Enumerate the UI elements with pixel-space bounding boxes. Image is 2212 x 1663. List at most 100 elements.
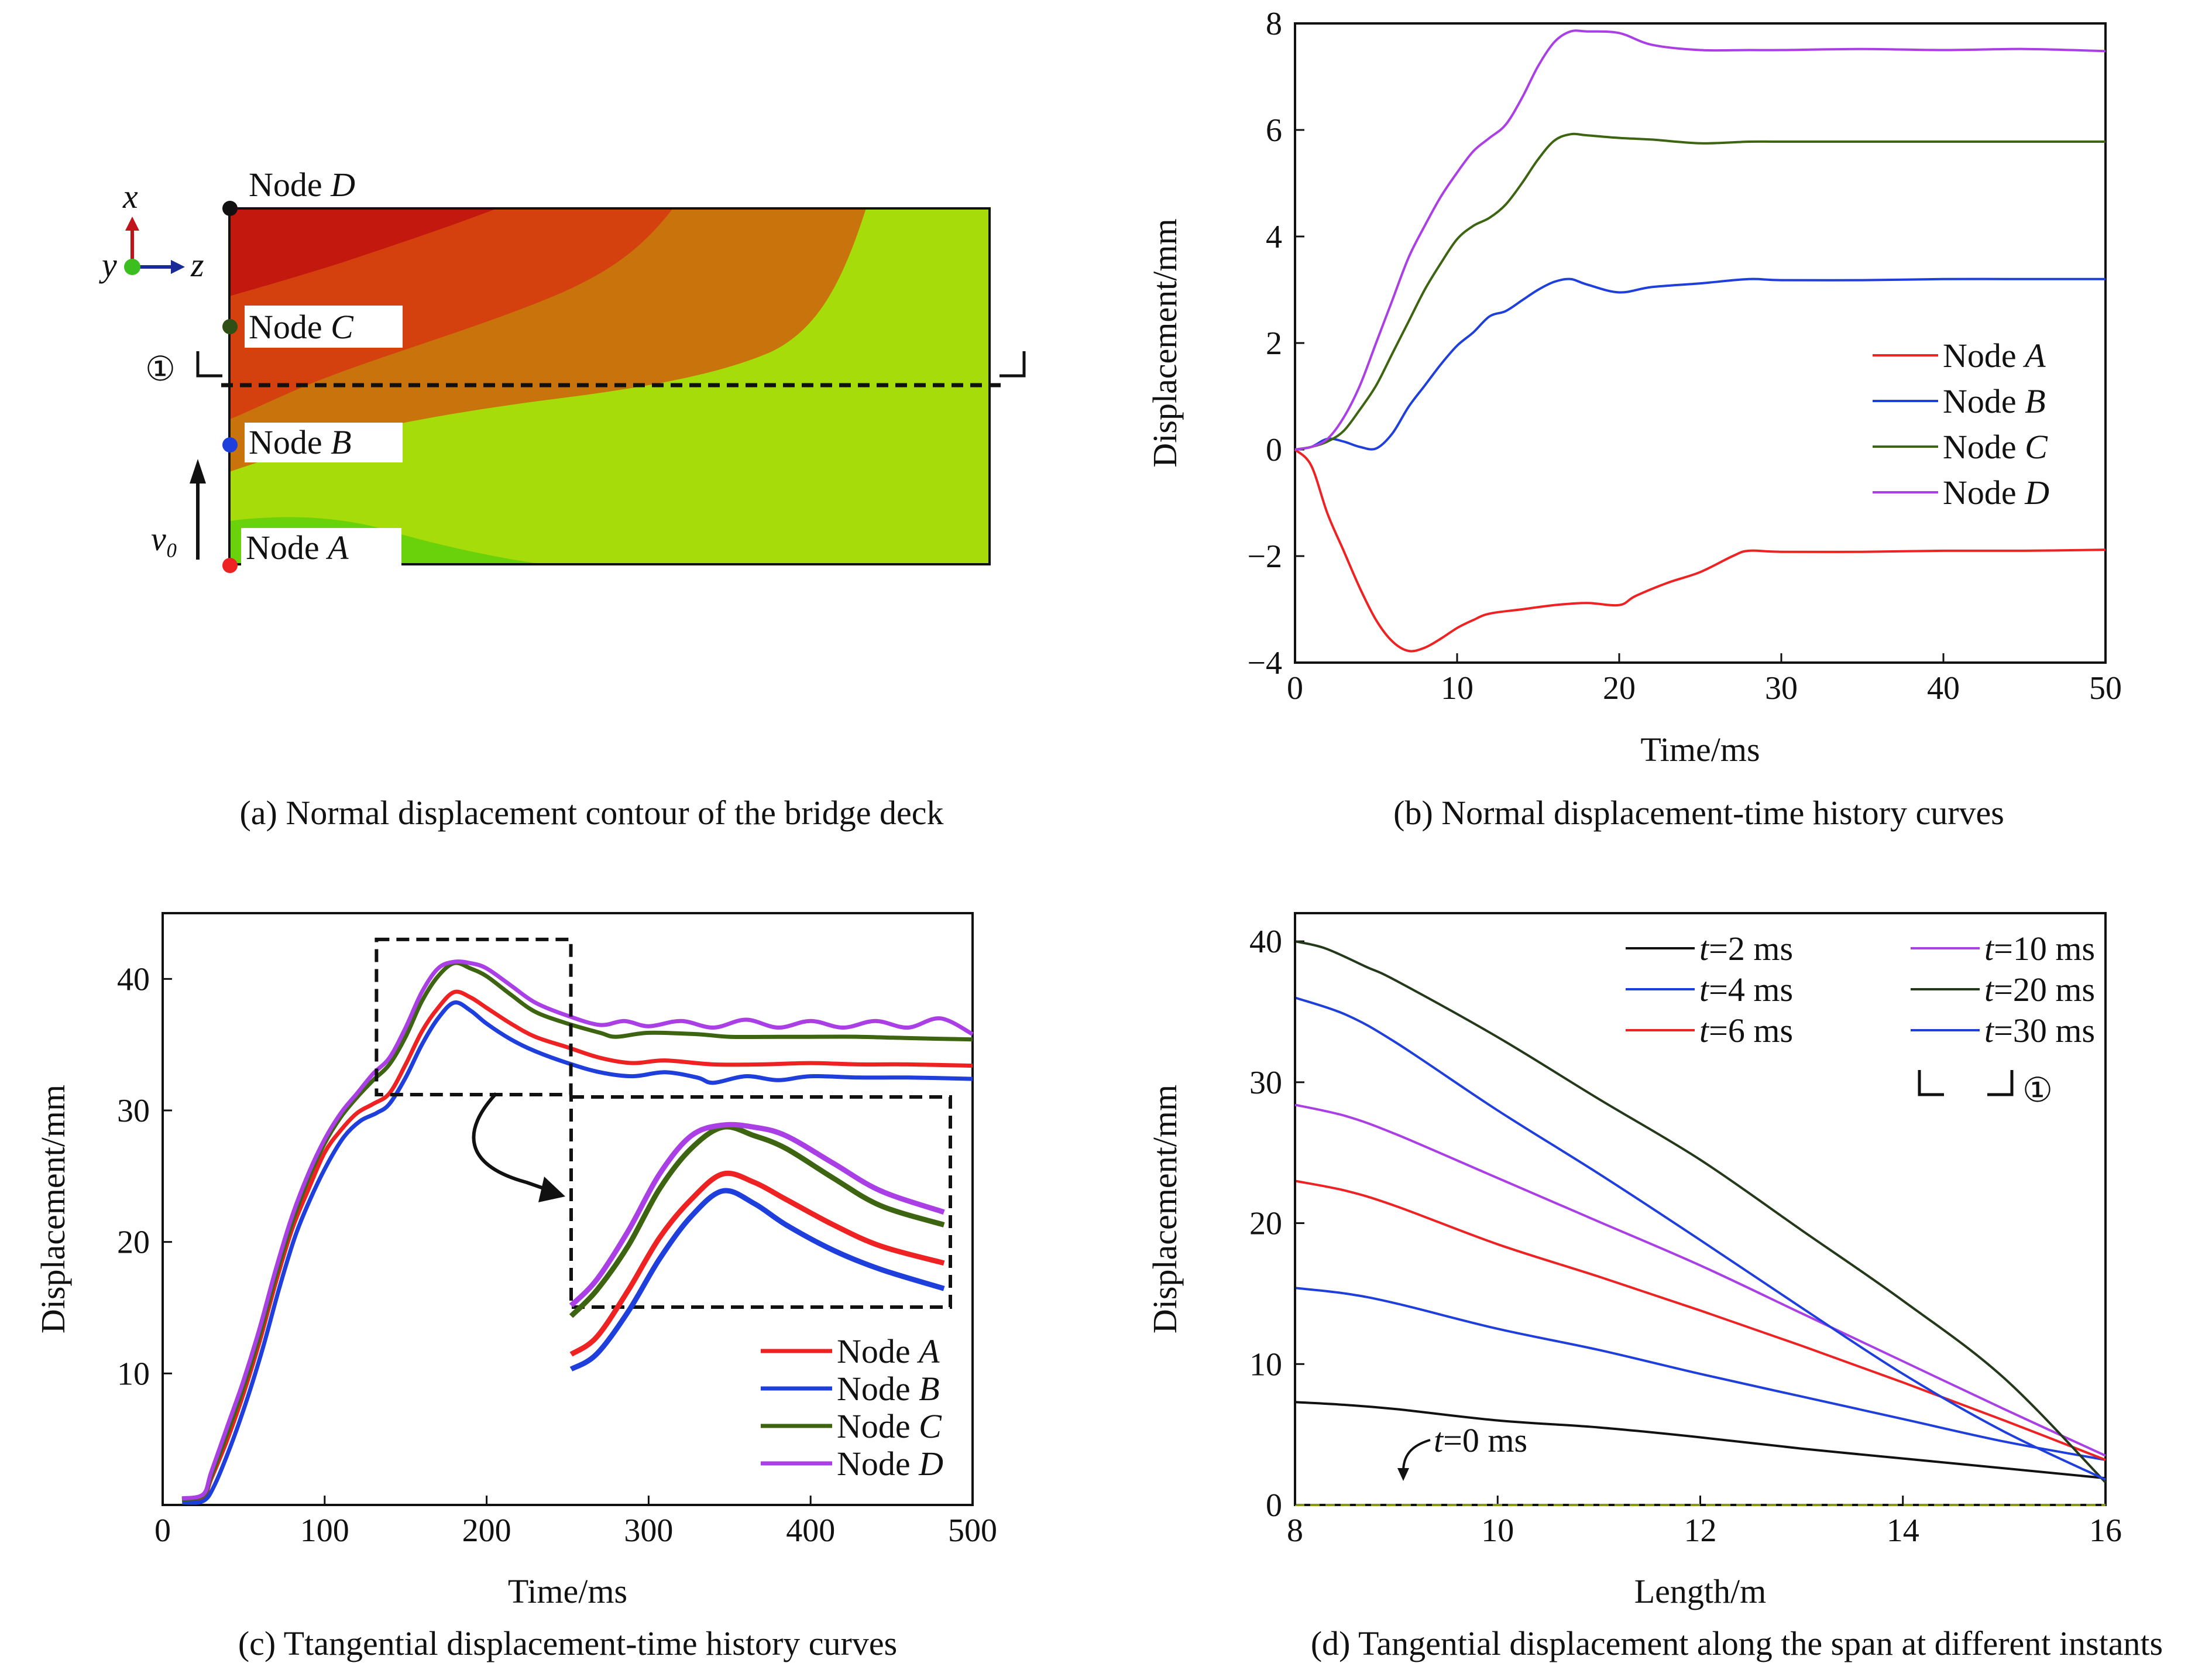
x-tick-label: 500 — [948, 1513, 997, 1549]
y-tick-label: 20 — [1249, 1206, 1282, 1242]
legend-rest: =2 ms — [1709, 930, 1793, 968]
y-axis-label: Displacement/mm — [34, 1085, 72, 1333]
velocity-label: v₀ — [151, 520, 178, 558]
t0-annotation-italic: t — [1434, 1421, 1444, 1459]
legend-prefix: Node — [837, 1407, 919, 1445]
node-d-marker — [222, 201, 238, 216]
legend-rest: =30 ms — [1994, 1011, 2095, 1050]
zoom-arrow — [472, 1092, 551, 1192]
panel-a-contour: Node D Node C Node B Node A ① x y z v₀ — [99, 166, 1026, 832]
legend-italic: t — [1699, 1011, 1710, 1050]
y-tick-label: 40 — [1249, 924, 1282, 960]
series-line-node-b — [181, 1000, 973, 1505]
panel-b-chart: 0 10 20 30 40 50 −4 −2 0 2 4 6 8 Time/ms Displacement/… — [1146, 6, 2122, 832]
legend-entry-label: Node B — [1943, 382, 2046, 420]
axis-y-label: y — [99, 246, 117, 284]
legend-letter: B — [2025, 382, 2045, 420]
section-mark-label: ① — [145, 350, 176, 388]
x-tick-label: 0 — [154, 1513, 171, 1549]
node-c-label: Node C — [249, 308, 354, 346]
series-line-t-6-ms — [1294, 1179, 2106, 1461]
x-tick-label: 200 — [462, 1513, 511, 1549]
node-b-label: Node B — [249, 423, 352, 461]
legend-entry-label: Node D — [837, 1445, 943, 1483]
x-tick-label: 400 — [786, 1513, 835, 1549]
node-b-marker — [222, 437, 238, 452]
axis-z-label: z — [190, 246, 204, 284]
y-tick-label: 40 — [117, 961, 150, 997]
series-line-node-d — [1294, 29, 2106, 451]
y-axis-label: Displacement/mm — [1146, 1085, 1184, 1333]
t0-annotation-arrow — [1402, 1439, 1431, 1472]
y-tick-label: −4 — [1247, 645, 1282, 681]
legend-rest: =4 ms — [1709, 971, 1793, 1009]
y-tick-label: 10 — [117, 1356, 150, 1392]
node-c-marker — [222, 319, 238, 334]
legend-letter: A — [2022, 337, 2046, 375]
panel-a-caption: (a) Normal displacement contour of the b… — [239, 794, 943, 832]
x-tick-label: 8 — [1287, 1513, 1303, 1549]
y-tick-label: −2 — [1247, 539, 1282, 575]
inset-series-line — [569, 1170, 945, 1357]
y-tick-label: 0 — [1266, 1487, 1282, 1524]
t0-annotation-rest: =0 ms — [1443, 1421, 1527, 1459]
node-a-marker — [222, 558, 238, 573]
x-tick-label: 20 — [1603, 670, 1636, 707]
legend-entry-label: t=2 ms — [1699, 930, 1793, 968]
zoom-region-box — [375, 937, 573, 1097]
x-axis-label: Time/ms — [508, 1572, 627, 1610]
legend-letter: A — [916, 1332, 940, 1370]
legend-italic: t — [1699, 971, 1710, 1009]
x-axis-label: Time/ms — [1640, 731, 1760, 769]
panel-caption: (c) Ttangential displacement-time histor… — [238, 1624, 897, 1662]
legend-entry-label: t=6 ms — [1699, 1011, 1793, 1050]
x-tick-label: 40 — [1927, 670, 1960, 707]
node-a-label-box — [241, 528, 401, 568]
series-line-t-2-ms — [1294, 1401, 2106, 1480]
section-mark-right — [999, 351, 1026, 378]
axis-x-label: x — [122, 177, 138, 215]
legend-prefix: Node — [1943, 337, 2025, 375]
x-tick-label: 14 — [1887, 1513, 1919, 1549]
x-tick-label: 300 — [624, 1513, 673, 1549]
inset-series-line — [569, 1188, 945, 1372]
inset-series-line — [569, 1122, 945, 1308]
y-tick-label: 6 — [1266, 112, 1282, 149]
legend-entry-label: Node D — [1943, 474, 2049, 512]
legend-prefix: Node — [1943, 474, 2025, 512]
node-d-label: Node D — [249, 166, 355, 204]
series-line-t-20-ms — [1294, 940, 2107, 1483]
panel-d-chart: 8 10 12 14 16 0 10 20 30 40 Length/m Displacement/m… — [1146, 912, 2163, 1662]
section-mark-left — [1918, 1070, 1944, 1096]
legend-prefix: Node — [1943, 428, 2025, 466]
legend-prefix: Node — [837, 1370, 919, 1408]
y-tick-label: 8 — [1266, 6, 1282, 42]
y-tick-label: 20 — [117, 1225, 150, 1261]
y-tick-label: 4 — [1266, 219, 1282, 255]
velocity-arrow: v₀ — [151, 459, 206, 560]
legend-entry-label: Node A — [837, 1332, 940, 1370]
series-line-t-4-ms — [1294, 1287, 2106, 1461]
plot-frame — [162, 912, 974, 1506]
section-mark-left — [196, 351, 222, 378]
panel-caption: (b) Normal displacement-time history cur… — [1393, 794, 2004, 832]
legend-italic: t — [1984, 1011, 1995, 1050]
section-mark-right — [1987, 1070, 2014, 1096]
t0-annotation-arrow-head — [1397, 1468, 1409, 1481]
legend-italic: t — [1699, 930, 1710, 968]
legend-entry-label: Node B — [837, 1370, 940, 1408]
legend-letter: C — [919, 1407, 942, 1445]
legend-letter: D — [918, 1445, 943, 1483]
series-line-node-b — [1294, 277, 2105, 451]
node-c-label-box — [245, 306, 403, 348]
x-tick-label: 16 — [2089, 1513, 2122, 1549]
series-line-node-a — [1294, 448, 2106, 653]
legend-prefix: Node — [837, 1445, 919, 1483]
x-tick-label: 30 — [1765, 670, 1798, 707]
x-tick-label: 10 — [1481, 1513, 1514, 1549]
series-line-t-10-ms — [1294, 1103, 2106, 1457]
x-tick-label: 0 — [1287, 670, 1303, 707]
zoom-arrow-head — [538, 1177, 565, 1202]
coordinate-triad: x y z — [99, 177, 204, 284]
